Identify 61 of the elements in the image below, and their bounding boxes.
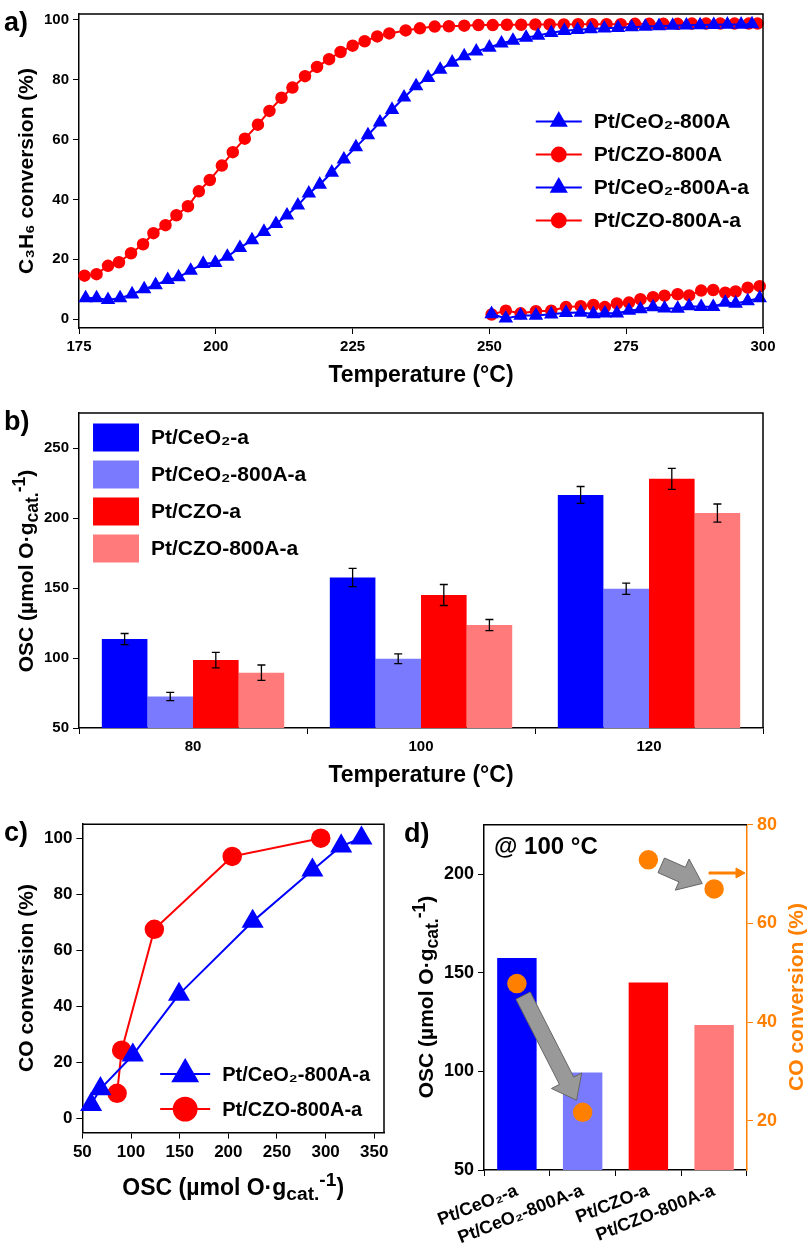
- text: c): [4, 817, 29, 848]
- x-axis-title: Temperature (°C): [328, 361, 514, 388]
- x-tick-label: 200: [214, 1142, 243, 1162]
- y-tick-label: 100: [43, 827, 73, 847]
- y-tick-label: 60: [52, 129, 70, 147]
- legend-label: Pt/CeO₂-a: [151, 425, 250, 449]
- y-tick-label: 250: [44, 438, 70, 456]
- y-tick-label: 80: [53, 883, 73, 903]
- y2-tick-label: 40: [756, 1011, 778, 1032]
- y-tick-label: 150: [44, 578, 70, 596]
- legend-label: Pt/CZO-800A: [593, 142, 723, 166]
- x-tick-label: 200: [203, 337, 229, 355]
- x-tick-label: 250: [476, 337, 502, 355]
- text: d): [404, 817, 430, 849]
- x-tick-label: 120: [636, 737, 662, 755]
- y-axis-title: C₃H₆ conversion (%): [14, 68, 38, 274]
- x-tick-label: 275: [613, 337, 639, 355]
- y-tick-label: 40: [53, 996, 73, 1016]
- y-tick-label: 40: [52, 189, 70, 207]
- y-tick-label: 20: [52, 249, 70, 267]
- y-tick-label: 80: [52, 69, 70, 87]
- x-tick-label: 175: [66, 337, 92, 355]
- x-tick-label: 80: [184, 737, 202, 755]
- y2-axis-title: CO conversion (%): [784, 903, 808, 1092]
- x-tick-label: 150: [165, 1142, 194, 1162]
- y-tick-label: 150: [443, 961, 475, 982]
- text: b): [4, 406, 30, 437]
- x-tick-label: 300: [750, 337, 776, 355]
- x-tick-label: 225: [340, 337, 366, 355]
- y-tick-label: 0: [62, 1108, 73, 1128]
- y2-tick-label: 80: [756, 813, 778, 834]
- legend-label: Pt/CZO-a: [151, 499, 242, 523]
- y-tick-label: 60: [53, 940, 73, 960]
- y-tick-label: 100: [443, 1060, 475, 1081]
- y2-tick-label: 20: [756, 1109, 778, 1130]
- legend-label: Pt/CZO-800A-a: [222, 1097, 364, 1120]
- legend-label: Pt/CeO₂-800A-a: [593, 175, 750, 199]
- x-tick-label: 300: [311, 1142, 340, 1162]
- y-tick-label: 20: [53, 1052, 73, 1072]
- y-axis-title: CO conversion (%): [14, 884, 38, 1073]
- y-tick-label: 200: [44, 508, 70, 526]
- y-tick-label: 100: [44, 10, 70, 28]
- x-axis-title: OSC (µmol O·g$_{cat.}$$^{-1}$): [122, 1169, 345, 1205]
- x-tick-label: 100: [116, 1142, 146, 1162]
- legend-label: Pt/CZO-800A-a: [151, 536, 299, 560]
- y-tick-label: 50: [454, 1159, 475, 1179]
- x-tick-label: 250: [262, 1142, 292, 1162]
- x-tick-label: 350: [360, 1142, 389, 1162]
- x-axis-title: Temperature (°C): [328, 761, 514, 788]
- text: a): [4, 7, 29, 38]
- legend-label: Pt/CeO₂-800A-a: [222, 1062, 371, 1085]
- x-tick-label: 100: [408, 737, 434, 755]
- legend-label: Pt/CeO₂-800A: [593, 109, 731, 133]
- y2-tick-label: 60: [756, 912, 778, 933]
- legend-label: Pt/CeO₂-800A-a: [151, 462, 307, 486]
- annotation: @ 100 °C: [494, 831, 598, 860]
- y-tick-label: 200: [443, 863, 475, 884]
- y-tick-label: 50: [52, 718, 70, 736]
- legend-label: Pt/CZO-800A-a: [593, 208, 742, 232]
- y-tick-label: 0: [60, 309, 70, 327]
- y-tick-label: 100: [44, 648, 70, 666]
